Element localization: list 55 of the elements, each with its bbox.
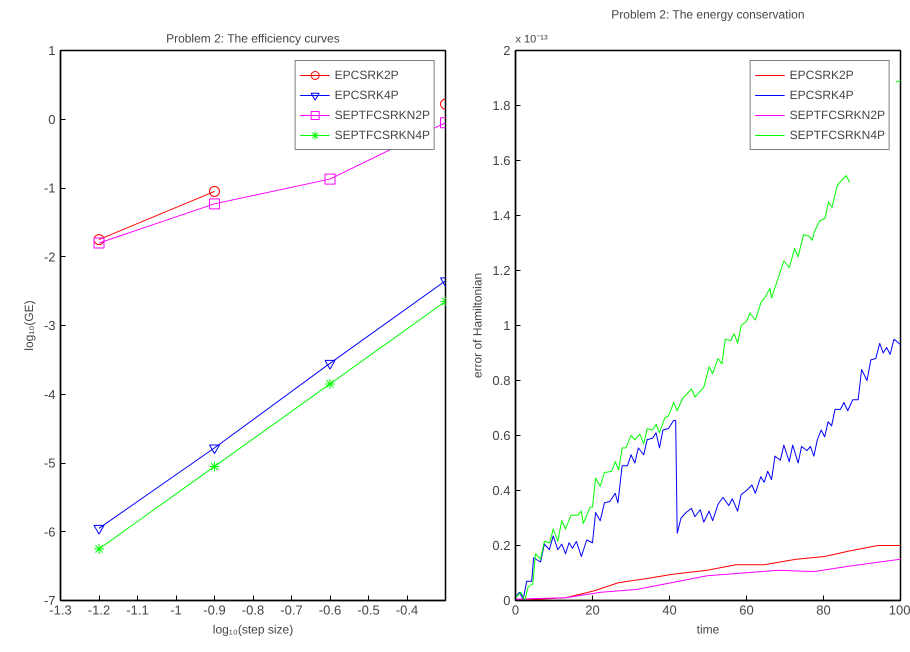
x-tick-label: 80 [816, 602, 831, 618]
legend-label: EPCSRK2P [334, 68, 399, 82]
point [209, 198, 220, 210]
x-tick-label: -0.8 [242, 602, 264, 618]
y-tick-label: 1.2 [492, 263, 511, 278]
point [94, 543, 104, 554]
y-tick-label: -6 [44, 524, 56, 540]
y-tick-label: 0.8 [492, 373, 511, 388]
legend-label: SEPTFCSRKN2P [790, 108, 885, 122]
legend-label: SEPTFCSRKN4P [334, 128, 430, 142]
y-tick-label: 0.2 [492, 538, 511, 553]
chart-title: Problem 2: The energy conservation [611, 8, 804, 22]
x-tick-label: 100 [888, 602, 910, 618]
x-tick-label: -0.9 [203, 602, 226, 618]
x-tick-label: -0.5 [357, 602, 380, 618]
x-tick-label: -1 [170, 602, 182, 618]
point [209, 444, 220, 454]
x-tick-label: 40 [662, 602, 677, 618]
y-tick-label: -1 [44, 180, 56, 196]
point [209, 186, 220, 197]
legend-label: SEPTFCSRKN4P [790, 128, 885, 142]
x-tick-label: 60 [739, 602, 754, 618]
y-tick-label: -4 [44, 386, 56, 402]
x-axis-title: time [696, 622, 720, 636]
y-tick-label: 2 [503, 43, 511, 58]
x-tick-label: 20 [585, 602, 600, 618]
point [94, 524, 104, 535]
chart-title: Problem 2: The efficiency curves [166, 32, 340, 46]
x-axis-title: log₁₀(step size) [212, 622, 294, 636]
y-tick-label: 0.6 [492, 428, 511, 443]
text: x 10⁻¹³ [516, 34, 548, 46]
y-tick-label: -3 [44, 318, 56, 333]
legend-label: EPCSRK4P [790, 88, 854, 102]
legend-label: SEPTFCSRKN2P [334, 108, 430, 122]
y-tick-label: 1.4 [492, 208, 511, 223]
y-tick-label: 1.8 [492, 98, 511, 113]
y-tick-label: -5 [44, 456, 56, 470]
y-axis-title: error of Hamiltonian [470, 272, 484, 378]
x-tick-label: -1.1 [126, 602, 149, 618]
point [94, 238, 104, 248]
legend-label: EPCSRK4P [334, 88, 399, 102]
point [209, 460, 220, 472]
y-tick-label: 0 [48, 112, 56, 127]
y-tick-label: -2 [44, 249, 56, 264]
y-tick-label: 1 [48, 43, 56, 58]
y-tick-label: 1.6 [492, 153, 511, 168]
y-tick-label: 0.4 [492, 483, 511, 498]
legend-label: EPCSRK2P [790, 68, 854, 82]
x-tick-label: -0.4 [396, 602, 418, 618]
y-axis-title: log₁₀(GE) [22, 300, 36, 351]
x-tick-label: -0.6 [318, 602, 342, 618]
y-tick-label: 0 [503, 593, 511, 608]
x-tick-label: -0.7 [280, 602, 303, 618]
x-tick-label: -1.2 [88, 602, 110, 618]
y-tick-label: 1 [503, 318, 511, 333]
